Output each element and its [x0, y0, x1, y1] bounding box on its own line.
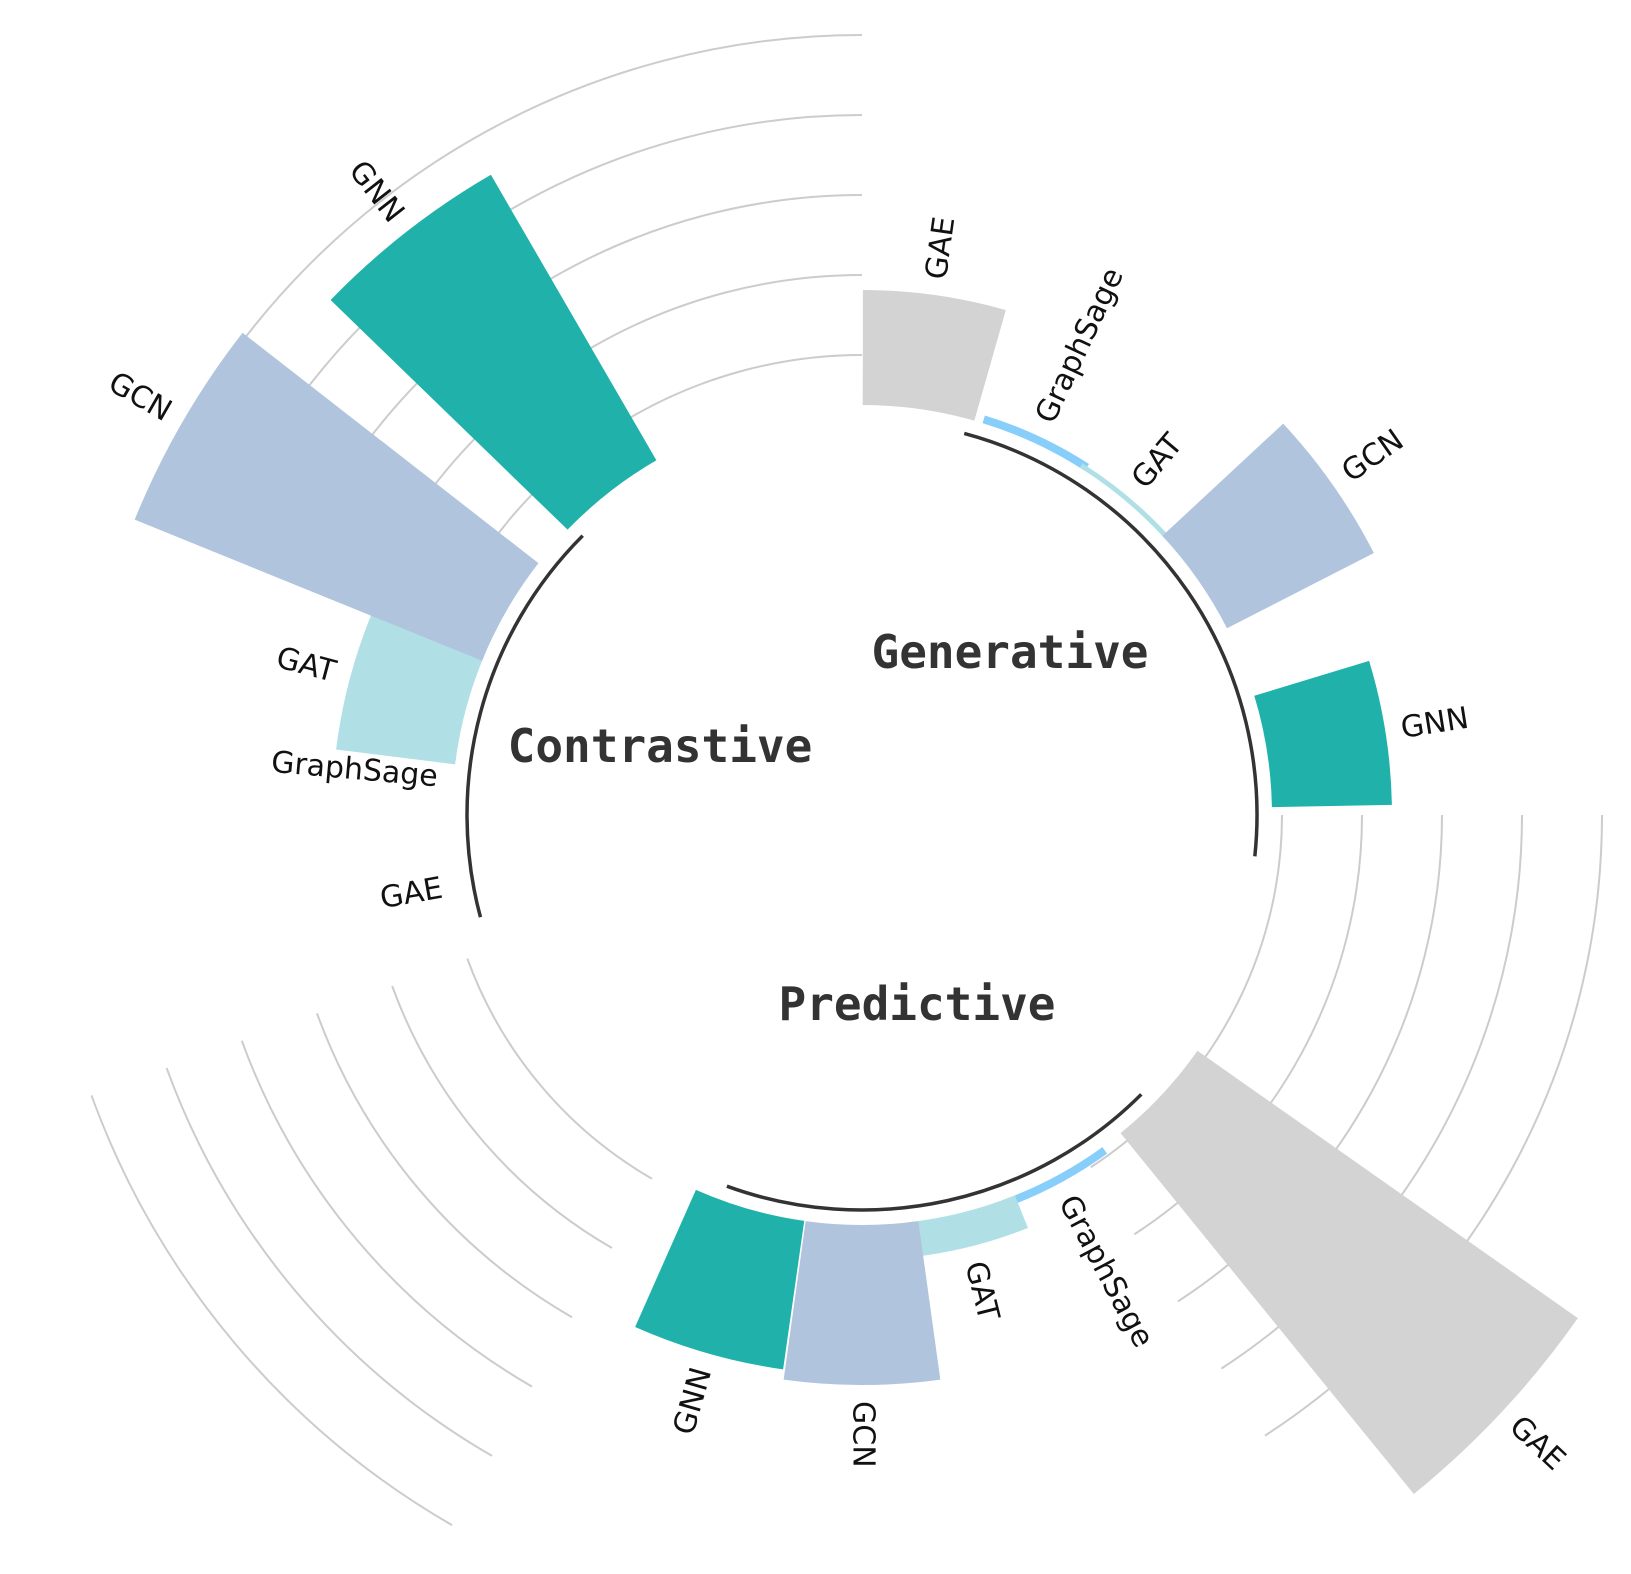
- bar-label-predictive-graphsage: GraphSage: [1051, 1190, 1160, 1354]
- group-arc-contrastive: [465, 534, 584, 918]
- group-label-contrastive: Contrastive: [508, 719, 813, 773]
- bar-label-contrastive-gat: GAT: [273, 640, 340, 689]
- grid-arc: [254, 114, 863, 466]
- grid-arc: [90, 1095, 453, 1527]
- bar-label-contrastive-gnn: GNN: [342, 154, 412, 229]
- bar-label-predictive-gae: GAE: [1502, 1409, 1572, 1477]
- bar-contrastive-gat: [336, 608, 485, 765]
- group-arc-predictive: [726, 1093, 1143, 1212]
- bar-predictive-gcn: [783, 1221, 941, 1385]
- group-label-generative: Generative: [872, 625, 1149, 679]
- bar-label-generative-gat: GAT: [1125, 427, 1191, 496]
- bar-label-predictive-gnn: GNN: [667, 1364, 719, 1439]
- grid-arc: [324, 194, 863, 506]
- group-labels: Generative Predictive Contrastive: [508, 625, 1149, 1031]
- grid-arc: [391, 985, 613, 1249]
- bar-predictive-gnn: [635, 1189, 805, 1370]
- bar-label-contrastive-gcn: GCN: [102, 365, 177, 429]
- bar-generative-gat: [1079, 463, 1170, 541]
- bar-label-generative-graphsage: GraphSage: [1029, 263, 1131, 429]
- grid-arc: [185, 34, 863, 426]
- group-arcs: [465, 431, 1259, 1212]
- bar-predictive-gae: [1120, 1050, 1578, 1495]
- grid-arcs: [90, 34, 1603, 1527]
- bar-generative-gae: [862, 290, 1006, 421]
- bar-label-generative-gcn: GCN: [1336, 423, 1411, 490]
- grid-arc: [240, 1040, 533, 1388]
- bar-label-contrastive-gae: GAE: [377, 871, 445, 916]
- grid-arc: [165, 1067, 493, 1457]
- grid-arc: [316, 1013, 573, 1319]
- bar-predictive-gat: [905, 1195, 1028, 1258]
- grid-arc: [393, 274, 863, 546]
- bar-predictive-graphsage: [1002, 1147, 1108, 1208]
- bar-label-generative-gae: GAE: [919, 215, 962, 282]
- group-arc-generative: [963, 431, 1259, 857]
- bar-contrastive-gcn: [134, 332, 539, 661]
- bar-label-predictive-gcn: GCN: [846, 1401, 881, 1468]
- bars: [134, 174, 1578, 1495]
- grid-arc: [466, 958, 653, 1180]
- bar-label-predictive-gat: GAT: [958, 1258, 1007, 1325]
- bar-label-generative-gnn: GNN: [1398, 701, 1471, 746]
- bar-generative-gnn: [1254, 660, 1392, 808]
- bar-generative-gcn: [1162, 423, 1374, 629]
- group-label-predictive: Predictive: [779, 977, 1056, 1031]
- bar-generative-graphsage: [982, 415, 1090, 471]
- bar-contrastive-gnn: [330, 174, 657, 530]
- grid-arc: [462, 354, 863, 586]
